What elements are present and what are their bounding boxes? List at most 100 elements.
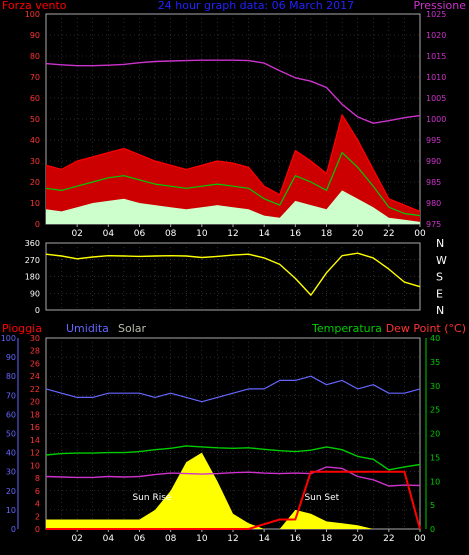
direction-tick-label: 270: [25, 256, 40, 265]
pressure-line: [45, 59, 421, 124]
gust-line: [45, 114, 421, 212]
compass-label: N: [436, 304, 444, 317]
humidity-tick-label: 28: [30, 347, 40, 356]
humidity-tick-label: 20: [30, 398, 40, 407]
chart-title: 24 hour graph data: 06 March 2017: [158, 0, 354, 12]
pressure-tick-label: 1005: [426, 94, 446, 103]
x-tick-label: 10: [196, 534, 208, 544]
rain-tick-label: 30: [6, 468, 16, 477]
direction-tick-label: 180: [25, 273, 40, 282]
temperature-tick-label: 40: [430, 334, 440, 343]
x-tick-label: 02: [71, 534, 82, 544]
rain-tick-label: 80: [6, 372, 16, 381]
compass-label: S: [436, 271, 443, 284]
climate-panel: 0102030405060708090100024681012141618202…: [1, 322, 466, 544]
humidity-tick-label: 8: [35, 474, 40, 483]
sun-annotation: Sun Rise: [132, 493, 171, 503]
x-tick-label: 04: [103, 534, 115, 544]
wind-tick-label: 70: [30, 73, 40, 82]
humidity-tick-label: 24: [30, 372, 40, 381]
humidity-axis-label: Umidita: [66, 322, 109, 335]
pressure-tick-label: 1000: [426, 115, 446, 124]
humidity-line: [45, 375, 421, 403]
temperature-legend-label: Temperatura: [311, 322, 382, 335]
pressure-tick-label: 975: [426, 220, 441, 229]
wind-tick-label: 80: [30, 52, 40, 61]
humidity-tick-label: 30: [30, 334, 40, 343]
x-tick-label: 06: [134, 229, 146, 239]
x-tick-label: 18: [321, 229, 333, 239]
compass-label: N: [436, 237, 444, 250]
humidity-tick-label: 0: [35, 525, 40, 534]
humidity-tick-label: 6: [35, 487, 40, 496]
pressure-tick-label: 1015: [426, 52, 446, 61]
rain-axis-label: Pioggia: [2, 322, 42, 335]
x-tick-label: 04: [103, 229, 115, 239]
wind-tick-label: 10: [30, 199, 40, 208]
x-tick-label: 14: [258, 534, 270, 544]
humidity-tick-label: 26: [30, 359, 40, 368]
dewpoint-axis-label: Dew Point (°C): [386, 322, 466, 335]
x-tick-label: 20: [352, 229, 364, 239]
x-tick-label: 22: [383, 534, 394, 544]
wind-avg-line: [45, 152, 421, 217]
x-tick-label: 14: [258, 229, 270, 239]
pressure-tick-label: 1020: [426, 31, 446, 40]
x-tick-label: 06: [134, 534, 146, 544]
pressure-tick-label: 995: [426, 136, 441, 145]
x-tick-label: 16: [290, 229, 302, 239]
temperature-tick-label: 5: [430, 501, 435, 510]
x-tick-label: 12: [227, 229, 238, 239]
direction-line: [45, 252, 421, 296]
x-tick-label: 00: [414, 534, 426, 544]
humidity-tick-label: 2: [35, 512, 40, 521]
pressure-tick-label: 985: [426, 178, 441, 187]
x-tick-label: 12: [227, 534, 238, 544]
humidity-tick-label: 4: [35, 500, 40, 509]
temperature-tick-label: 10: [430, 477, 440, 486]
humidity-tick-label: 18: [30, 410, 40, 419]
wind-tick-label: 30: [30, 157, 40, 166]
compass-label: E: [436, 287, 443, 300]
wind-axis-label: Forza vento: [2, 0, 67, 12]
direction-tick-label: 0: [35, 306, 40, 315]
rain-tick-label: 50: [6, 430, 16, 439]
temperature-tick-label: 35: [430, 358, 440, 367]
pressure-tick-label: 1025: [426, 10, 446, 19]
direction-tick-label: 90: [30, 289, 40, 298]
rain-line: [46, 470, 421, 530]
pressure-tick-label: 1010: [426, 73, 446, 82]
pressure-axis-label: Pressione: [414, 0, 467, 12]
x-tick-label: 16: [290, 534, 302, 544]
wind-tick-label: 20: [30, 178, 40, 187]
x-tick-label: 10: [196, 229, 208, 239]
rain-tick-label: 60: [6, 410, 16, 419]
wind-tick-label: 60: [30, 94, 40, 103]
x-tick-label: 20: [352, 534, 364, 544]
rain-tick-label: 20: [6, 487, 16, 496]
rain-tick-label: 100: [1, 334, 16, 343]
wind-tick-label: 90: [30, 31, 40, 40]
x-tick-label: 00: [414, 229, 426, 239]
temperature-tick-label: 15: [430, 453, 440, 462]
rain-tick-label: 0: [11, 525, 16, 534]
rain-tick-label: 40: [6, 449, 16, 458]
wind-tick-label: 50: [30, 115, 40, 124]
wind-min-area: [46, 190, 420, 224]
humidity-tick-label: 22: [30, 385, 40, 394]
x-tick-label: 08: [165, 229, 177, 239]
wind-tick-label: 40: [30, 136, 40, 145]
wind-tick-label: 100: [25, 10, 40, 19]
rain-tick-label: 70: [6, 391, 16, 400]
temperature-tick-label: 20: [430, 430, 440, 439]
x-tick-label: 22: [383, 229, 394, 239]
solar-legend-label: Solar: [118, 322, 147, 335]
pressure-tick-label: 980: [426, 199, 441, 208]
humidity-tick-label: 16: [30, 423, 40, 432]
x-tick-label: 18: [321, 534, 333, 544]
temperature-tick-label: 0: [430, 525, 435, 534]
wind-tick-label: 0: [35, 220, 40, 229]
